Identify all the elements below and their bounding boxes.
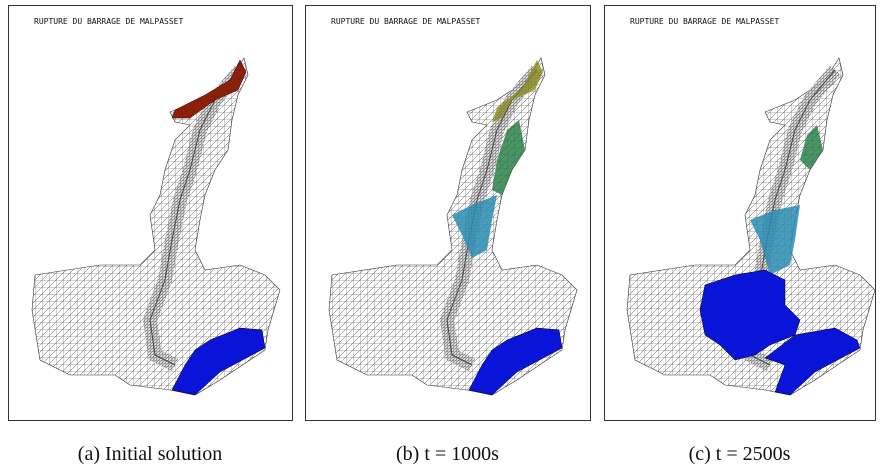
panel-b <box>306 6 591 421</box>
caption: (b) t = 1000s <box>396 443 499 465</box>
panel-title: RUPTURE DU BARRAGE DE MALPASSET <box>630 17 779 26</box>
panel-title: RUPTURE DU BARRAGE DE MALPASSET <box>331 17 480 26</box>
figure: RUPTURE DU BARRAGE DE MALPASSET (a) Initi… <box>0 0 880 468</box>
panel-a <box>9 6 293 421</box>
panel-c <box>605 6 876 421</box>
labels: RUPTURE DU BARRAGE DE MALPASSET (a) Initi… <box>34 17 791 465</box>
caption: (c) t = 2500s <box>689 443 791 465</box>
caption: (a) Initial solution <box>78 443 222 465</box>
panel-title: RUPTURE DU BARRAGE DE MALPASSET <box>34 17 183 26</box>
